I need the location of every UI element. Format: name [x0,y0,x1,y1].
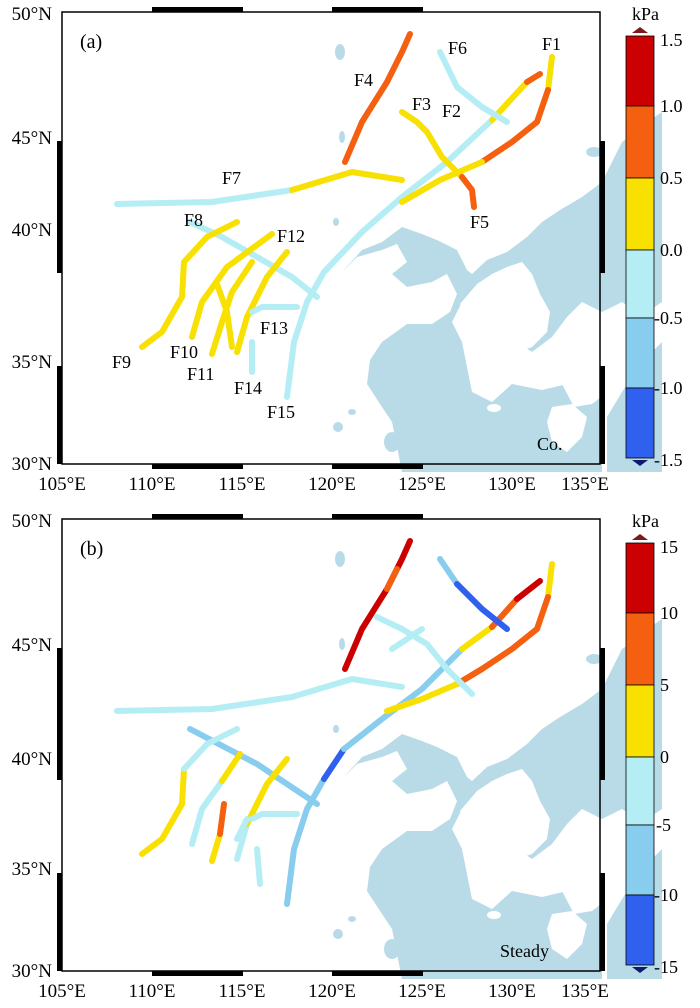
fault-label-f14: F14 [234,378,262,398]
colorbar-tick: 0 [660,747,669,767]
lon-tick: 115°E [219,981,266,1002]
map-area-a: F1 F2 F3 F4 F5 F6 F7 F8 F9 F10 F11 F12 F… [61,11,662,472]
lon-tick: 115°E [219,474,266,495]
colorbar-tick: 1.5 [660,30,683,50]
fault-label-f9: F9 [112,352,131,372]
lat-tick: 30°N [12,454,53,475]
fault-label-f2: F2 [442,101,461,121]
fault-label-f4: F4 [354,70,373,90]
panel-corner-text-b: Steady [500,941,549,961]
map-area-b: (b) Steady [61,518,662,979]
lon-tick: 110°E [129,474,176,495]
colorbar-tick: 10 [660,603,678,623]
lon-ticks-a: 105°E 110°E 115°E 120°E 125°E 130°E 135°… [38,474,609,495]
colorbar-tick: -10 [654,885,678,905]
panel-label-a: (a) [80,31,102,53]
lon-tick: 125°E [398,981,446,1002]
panel-corner-text-a: Co. [537,434,563,454]
fault-label-f13: F13 [260,318,288,338]
fault-label-f7: F7 [222,168,241,188]
fault-label-f10: F10 [170,342,198,362]
colorbar-unit-b: kPa [632,511,659,531]
lat-tick: 45°N [12,635,53,656]
colorbar-tick: 0.5 [660,168,683,188]
fault-label-f3: F3 [412,94,431,114]
panel-a: F1 F2 F3 F4 F5 F6 F7 F8 F9 F10 F11 F12 F… [12,4,683,495]
lat-ticks-a: 50°N 45°N 40°N 35°N 30°N [12,4,53,475]
colorbar-unit-a: kPa [632,4,659,24]
fault-label-f8: F8 [184,210,203,230]
fault-traces-a [114,31,555,400]
colorbar-b: kPa 15 10 5 0 -5 -10 -15 [625,511,678,977]
lon-tick: 135°E [561,474,609,495]
fault-label-f15: F15 [267,402,295,422]
lat-tick: 50°N [12,511,53,532]
lon-tick: 120°E [308,981,356,1002]
colorbar-a: kPa 1.5 1.0 0.5 0.0 -0.5 -1.0 -1.5 [625,4,683,470]
frame-bars-b [57,514,605,976]
lon-tick: 120°E [308,474,356,495]
colorbar-tick: 15 [660,537,678,557]
lat-tick: 40°N [12,749,53,770]
lon-ticks-b: 105°E 110°E 115°E 120°E 125°E 130°E 135°… [38,981,609,1002]
lat-tick: 50°N [12,4,53,25]
lat-tick: 30°N [12,961,53,982]
fault-label-f12: F12 [277,226,305,246]
colorbar-tick: -5 [656,815,671,835]
lat-tick: 40°N [12,220,53,241]
colorbar-tick: -1.0 [654,378,683,398]
colorbar-tick: 0.0 [660,240,683,260]
fault-traces-b [114,538,555,907]
lon-tick: 130°E [488,474,536,495]
lat-ticks-b: 50°N 45°N 40°N 35°N 30°N [12,511,53,982]
lon-tick: 105°E [38,981,86,1002]
fault-label-f1: F1 [542,34,561,54]
fault-labels-a: F1 F2 F3 F4 F5 F6 F7 F8 F9 F10 F11 F12 F… [112,34,561,422]
lat-tick: 45°N [12,128,53,149]
fault-label-f11: F11 [187,364,214,384]
fault-label-f6: F6 [448,38,467,58]
colorbar-tick: -1.5 [654,450,683,470]
lat-tick: 35°N [12,352,53,373]
fault-label-f5: F5 [470,212,489,232]
lon-tick: 110°E [129,981,176,1002]
colorbar-tick: 1.0 [660,96,683,116]
frame-bars-a [57,7,605,469]
lon-tick: 125°E [398,474,446,495]
panel-label-b: (b) [80,538,103,560]
colorbar-tick: 5 [660,675,669,695]
colorbar-tick: -15 [654,957,678,977]
lon-tick: 130°E [488,981,536,1002]
lon-tick: 135°E [561,981,609,1002]
panel-b: (b) Steady 50°N 45°N 40°N 35°N 30°N 105°… [12,511,678,1002]
lon-tick: 105°E [38,474,86,495]
lat-tick: 35°N [12,859,53,880]
colorbar-tick: -0.5 [654,308,683,328]
